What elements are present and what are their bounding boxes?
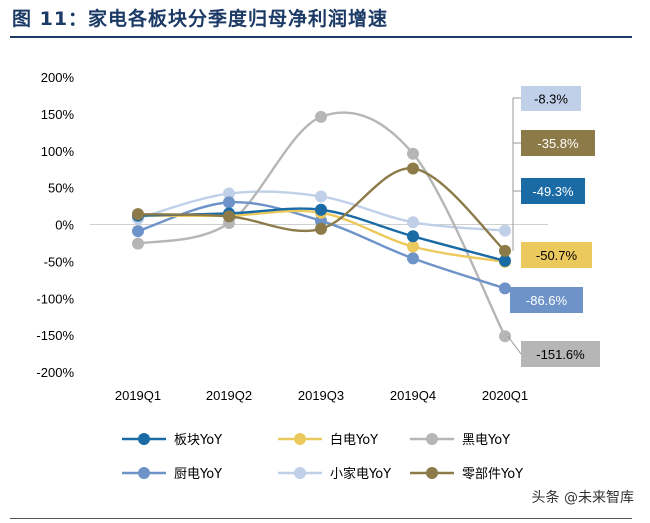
legend-label: 板块YoY bbox=[174, 433, 222, 448]
data-point bbox=[315, 222, 327, 235]
data-point bbox=[499, 244, 511, 257]
title-rule bbox=[10, 36, 632, 38]
y-tick-label: -100% bbox=[36, 291, 74, 306]
watermark: 头条 @未来智库 bbox=[531, 490, 634, 506]
legend-swatch-marker bbox=[294, 467, 306, 479]
figure-title: 图 11：家电各板块分季度归母净利润增速 bbox=[12, 8, 389, 30]
legend-swatch-marker bbox=[426, 467, 438, 479]
data-point bbox=[407, 147, 419, 160]
callout-leader bbox=[507, 336, 522, 355]
series-line bbox=[137, 167, 506, 252]
data-point bbox=[407, 240, 419, 253]
legend-label: 黑电YoY bbox=[462, 433, 510, 448]
y-tick-label: -50% bbox=[44, 254, 75, 269]
data-point bbox=[315, 190, 327, 203]
value-callout-label: -50.7% bbox=[536, 248, 578, 263]
x-tick-label: 2019Q1 bbox=[115, 388, 161, 403]
x-tick-label: 2019Q2 bbox=[206, 388, 252, 403]
data-point bbox=[499, 224, 511, 237]
data-point bbox=[499, 330, 511, 343]
value-callout-label: -35.8% bbox=[537, 136, 579, 151]
data-point bbox=[407, 216, 419, 229]
value-callout-box bbox=[510, 287, 583, 313]
value-callout-box bbox=[521, 242, 592, 268]
y-tick-label: 0% bbox=[55, 218, 74, 233]
data-point bbox=[223, 210, 235, 223]
data-point bbox=[315, 110, 327, 123]
legend-swatch-marker bbox=[426, 433, 438, 445]
data-point bbox=[407, 252, 419, 265]
data-point bbox=[499, 254, 511, 267]
x-tick-label: 2019Q3 bbox=[298, 388, 344, 403]
value-callout-box bbox=[521, 86, 581, 111]
data-point bbox=[132, 225, 144, 238]
y-tick-label: -150% bbox=[36, 328, 74, 343]
legend-swatch-marker bbox=[138, 433, 150, 445]
legend-label: 白电YoY bbox=[330, 432, 378, 448]
value-callout-label: -86.6% bbox=[526, 293, 568, 308]
legend-label: 小家电YoY bbox=[330, 466, 391, 482]
value-callout-box bbox=[521, 341, 600, 367]
legend-label: 零部件YoY bbox=[462, 467, 523, 482]
value-callout-box bbox=[521, 178, 585, 204]
legend-label: 厨电YoY bbox=[174, 467, 222, 482]
value-callout-label: -49.3% bbox=[532, 184, 574, 199]
value-callout-label: -151.6% bbox=[536, 347, 585, 362]
data-point bbox=[499, 282, 511, 295]
y-tick-label: 150% bbox=[41, 107, 75, 122]
x-tick-label: 2020Q1 bbox=[482, 388, 528, 403]
legend-swatch-marker bbox=[294, 433, 306, 445]
value-callout-label: -8.3% bbox=[534, 92, 568, 107]
data-point bbox=[132, 208, 144, 221]
data-point bbox=[407, 162, 419, 175]
y-tick-label: 100% bbox=[41, 144, 75, 159]
data-point bbox=[132, 237, 144, 250]
x-tick-label: 2019Q4 bbox=[390, 388, 436, 403]
data-point bbox=[223, 196, 235, 209]
data-point bbox=[407, 230, 419, 243]
value-callout-box bbox=[521, 130, 595, 156]
bottom-rule bbox=[10, 518, 632, 519]
legend-swatch-marker bbox=[138, 467, 150, 479]
y-tick-label: 200% bbox=[41, 70, 75, 85]
y-tick-label: 50% bbox=[48, 181, 74, 196]
data-point bbox=[223, 187, 235, 200]
data-point bbox=[315, 203, 327, 216]
y-tick-label: -200% bbox=[36, 365, 74, 380]
